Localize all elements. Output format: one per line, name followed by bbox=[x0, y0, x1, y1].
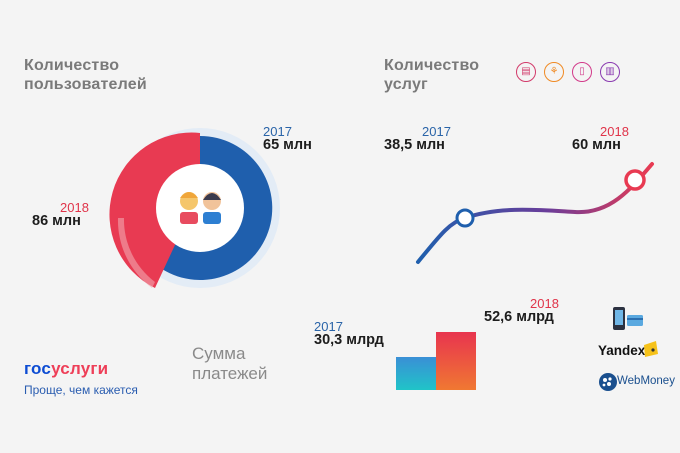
payments-2018-value: 52,6 млрд bbox=[484, 309, 554, 325]
services-2017-value: 38,5 млн bbox=[384, 137, 445, 153]
users-donut-chart bbox=[109, 128, 280, 288]
payments-bar-chart bbox=[396, 300, 480, 390]
phone-card-icon bbox=[613, 307, 643, 330]
payments-2018-year: 2018 bbox=[530, 296, 559, 311]
payments-2017-value: 30,3 млрд bbox=[314, 332, 384, 348]
users-heading-line2: пользователей bbox=[24, 76, 147, 93]
users-2017-value: 65 млн bbox=[263, 137, 312, 153]
tagline: Проще, чем кажется bbox=[24, 383, 138, 397]
clipboard-icon: ▥ bbox=[600, 62, 620, 82]
yandex-label: Yandex bbox=[598, 343, 646, 358]
donut-segment-2018-shade bbox=[117, 218, 155, 288]
document-icon: ▤ bbox=[516, 62, 536, 82]
logo-part1: гос bbox=[24, 359, 52, 378]
services-heading-line1: Количество bbox=[384, 57, 480, 74]
payments-heading-line2: платежей bbox=[192, 364, 268, 383]
file-icon: ▯ bbox=[572, 62, 592, 82]
flowchart-icon: ⚘ bbox=[544, 62, 564, 82]
logo-part2: услуги bbox=[51, 359, 109, 378]
services-heading-line2: услуг bbox=[384, 76, 428, 93]
webmoney-globe-icon bbox=[599, 373, 617, 391]
services-2017-year: 2017 bbox=[422, 124, 451, 139]
webmoney-label: WebMoney bbox=[617, 375, 675, 387]
services-heading: Количество услуг bbox=[384, 56, 479, 94]
users-2018-year: 2018 bbox=[60, 200, 89, 215]
payments-heading: Сумма платежей bbox=[192, 344, 267, 384]
payments-bar-2017 bbox=[396, 357, 436, 390]
donut-center bbox=[156, 164, 244, 252]
payments-2017-year: 2017 bbox=[314, 319, 343, 334]
users-2017-year: 2017 bbox=[263, 124, 292, 139]
curve-line bbox=[416, 162, 654, 264]
curve-point-2017 bbox=[455, 208, 475, 228]
users-heading: Количество пользователей bbox=[24, 56, 147, 94]
services-2018-value: 60 млн bbox=[572, 137, 621, 153]
curve-point-2018 bbox=[624, 169, 646, 191]
yandex-wallet-icon bbox=[644, 341, 658, 357]
users-heading-line1: Количество bbox=[24, 57, 120, 74]
services-growth-curve bbox=[416, 162, 654, 264]
gosuslugi-logo: госуслуги bbox=[24, 359, 108, 379]
payments-heading-line1: Сумма bbox=[192, 344, 246, 363]
people-icon bbox=[180, 192, 221, 224]
services-2018-year: 2018 bbox=[600, 124, 629, 139]
payments-bar-2018 bbox=[436, 332, 476, 390]
users-2018-value: 86 млн bbox=[32, 213, 81, 229]
